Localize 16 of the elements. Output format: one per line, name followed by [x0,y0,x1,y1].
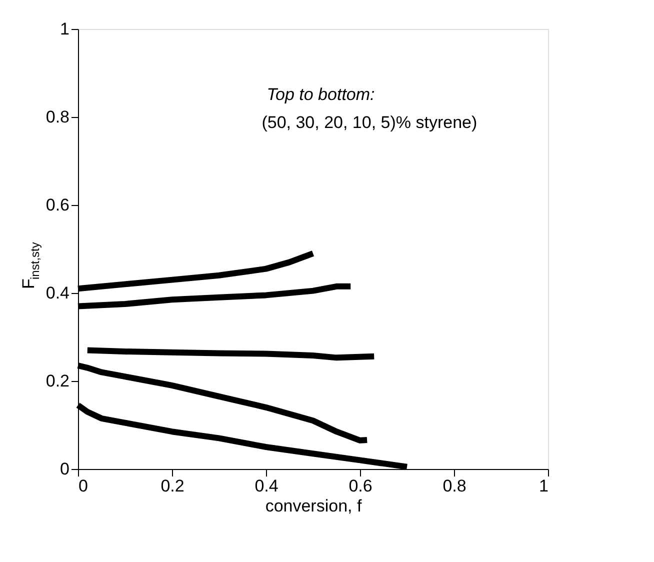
annotation: Top to bottom: [266,85,376,104]
x-tick-label: 0 [78,476,88,496]
annotation: (50, 30, 20, 10, 5)% styrene) [262,113,478,132]
y-axis-title: Finst,sty [19,242,42,289]
y-tick-label: 0.6 [46,196,70,214]
y-tick-label: 1 [60,20,70,38]
x-tick-label: 0.8 [442,476,466,496]
y-tick-label: 0.8 [46,108,70,126]
y-tick-label: 0.4 [46,284,70,302]
x-axis-title: conversion, f [265,496,362,516]
y-tick-label: 0 [60,460,70,478]
x-tick-label: 0.6 [348,476,372,496]
x-tick-label: 1 [539,476,548,496]
x-tick-label: 0.2 [160,476,184,496]
x-tick-label: 0.4 [254,476,278,496]
y-tick-label: 0.2 [46,372,70,390]
